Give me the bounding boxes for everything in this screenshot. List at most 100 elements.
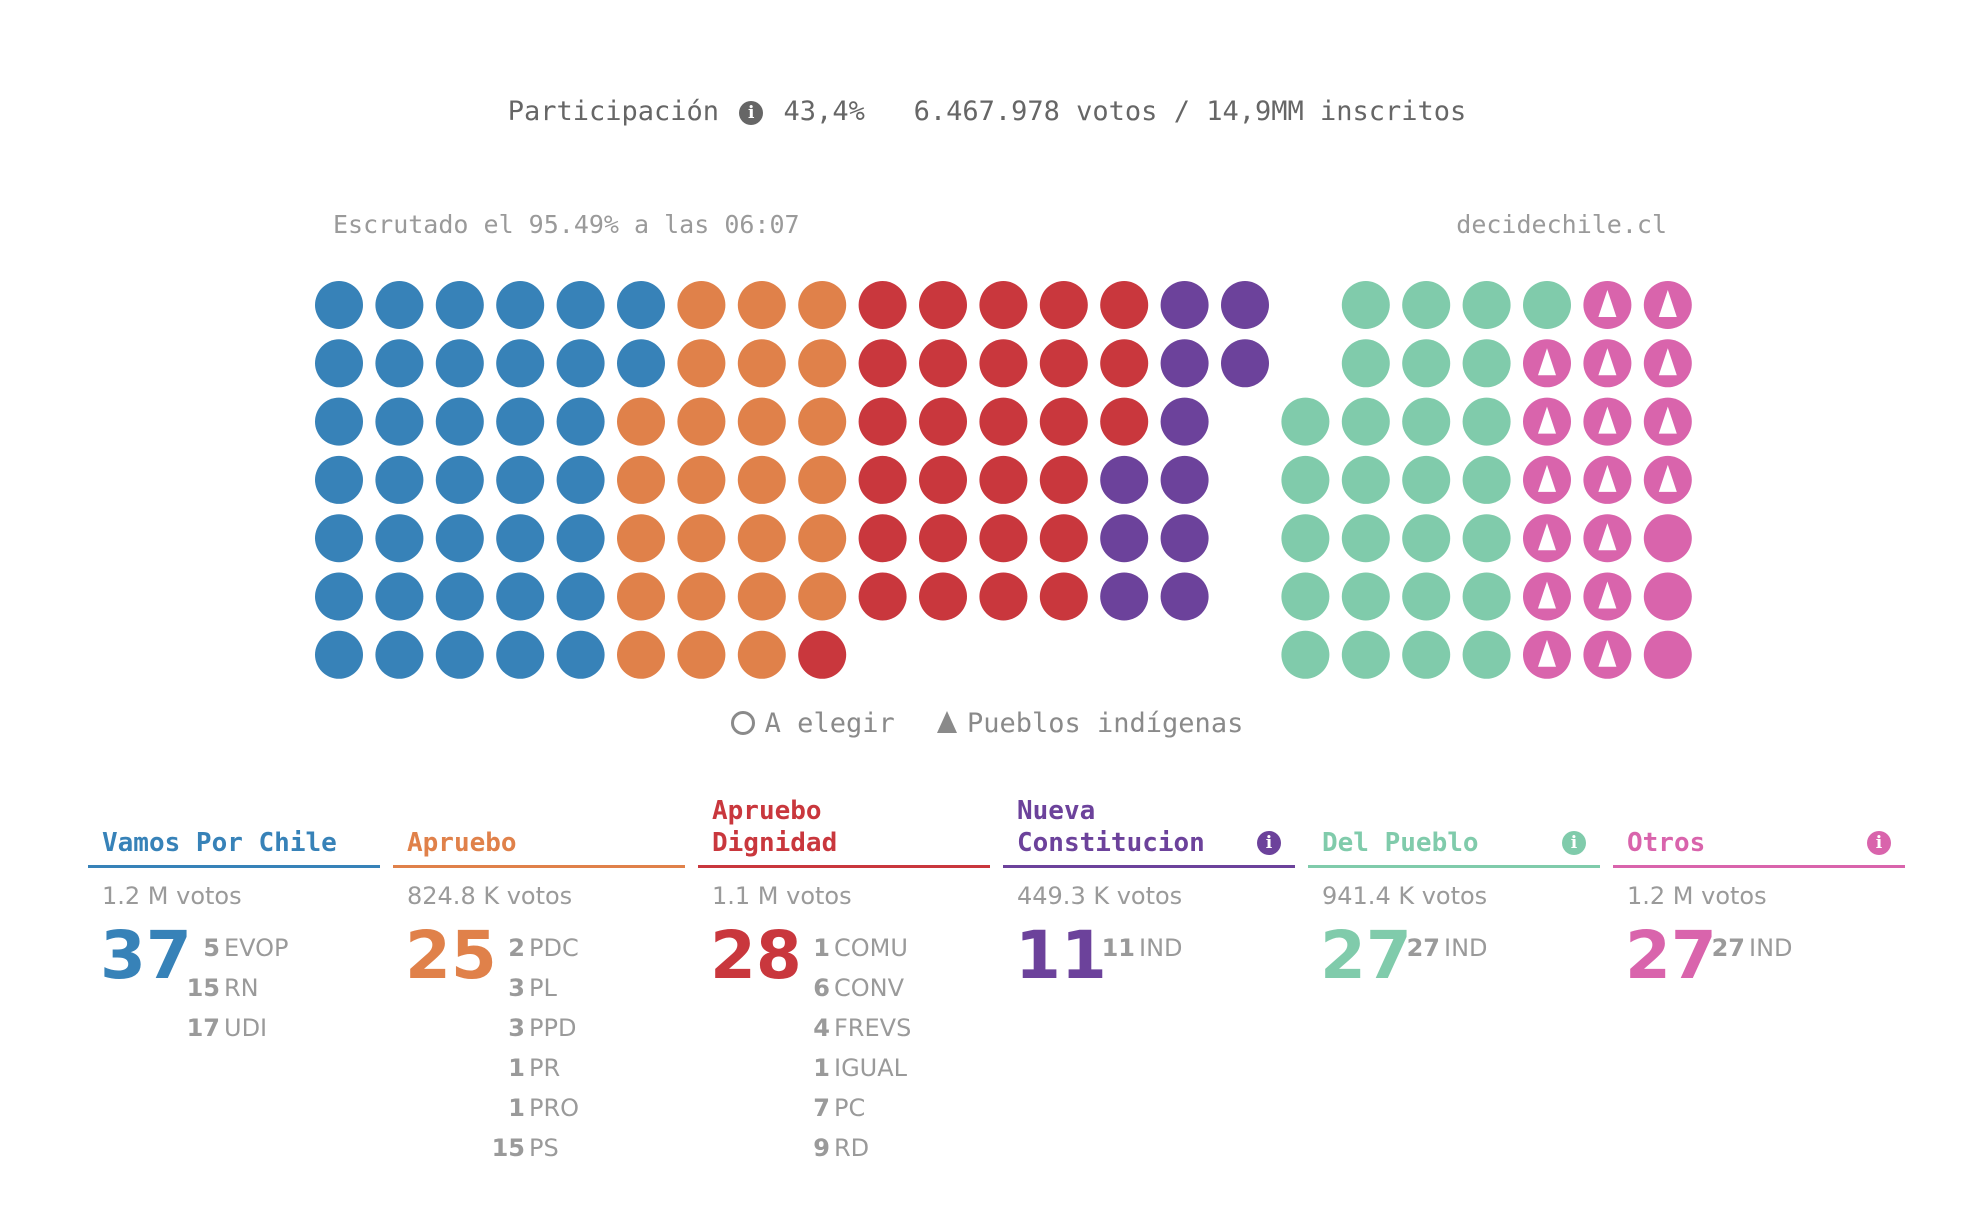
coalition-card-otros: Otros i 1.2 M votos 27 27 IND (1613, 800, 1905, 994)
seat-dot-apruebo (617, 455, 665, 504)
seat-dot-dignidad (919, 514, 967, 563)
coalition-seat-total: 27 (1625, 917, 1717, 994)
seat-dot-pueblo (1341, 339, 1390, 388)
party-seats: 17 (186, 1014, 220, 1042)
seat-dot-apruebo (737, 339, 786, 388)
seat-dot-dignidad (979, 339, 1028, 388)
party-name: PDC (529, 934, 579, 962)
party-row: 1 PR (485, 1048, 579, 1088)
seat-dot-dignidad (1039, 514, 1088, 563)
party-name: IND (1444, 934, 1488, 962)
seat-dot-dignidad (919, 339, 967, 388)
seat-dot-vamos (496, 339, 545, 388)
seat-dot-vamos (375, 630, 424, 679)
seat-dot-pueblo (1462, 397, 1511, 446)
seat-dot-apruebo (677, 572, 726, 621)
coalition-seat-total: 11 (1015, 917, 1107, 994)
seat-dot-dignidad (919, 572, 967, 621)
coalition-seat-total: 27 (1320, 917, 1412, 994)
party-seats: 1 (508, 1054, 525, 1082)
seat-dot-vamos (496, 572, 545, 621)
info-icon[interactable]: i (1257, 831, 1281, 855)
seat-dot-apruebo (677, 455, 726, 504)
coalition-header: Apruebo Dignidad (698, 796, 990, 868)
seat-dot-vamos (556, 572, 605, 621)
seat-dot-apruebo (617, 397, 665, 446)
seat-dot-dignidad (798, 630, 847, 679)
seat-dot-apruebo (798, 455, 847, 504)
seat-dot-nueva (1221, 339, 1269, 388)
seat-dot-dignidad (919, 281, 967, 329)
seat-dot-vamos (556, 397, 605, 446)
seat-dot-apruebo (737, 630, 786, 679)
seat-dot-apruebo (798, 397, 847, 446)
seat-dot-dignidad (919, 455, 967, 504)
seat-dot-vamos (556, 514, 605, 563)
seat-dot-dignidad (858, 281, 907, 329)
party-name: PC (834, 1094, 866, 1122)
coalition-name: Nueva Constitucion (1017, 796, 1205, 858)
chart-legend: A elegir Pueblos indígenas (0, 708, 1974, 739)
seat-dot-vamos (315, 397, 363, 446)
indigenous-seat-icon (1598, 523, 1617, 551)
party-name: IND (1139, 934, 1183, 962)
legend-to-elect: A elegir (764, 708, 895, 739)
indigenous-seat-icon (1598, 581, 1617, 609)
party-seats: 15 (491, 1134, 525, 1162)
party-name: IGUAL (834, 1054, 908, 1082)
indigenous-icon (936, 711, 957, 733)
party-seats: 11 (1101, 934, 1135, 962)
legend-indigenous: Pueblos indígenas (966, 708, 1244, 739)
participation-percent: 43,4% (783, 96, 865, 127)
seat-dot-vamos (556, 281, 605, 329)
party-seats: 1 (813, 1054, 830, 1082)
seat-dot-pueblo (1402, 339, 1451, 388)
seat-dot-dignidad (1100, 339, 1149, 388)
party-name: EVOP (224, 934, 289, 962)
seat-dot-dignidad (858, 339, 907, 388)
seat-dot-nueva (1160, 281, 1209, 329)
seat-dot-vamos (375, 281, 424, 329)
coalition-header: Vamos Por Chile (88, 800, 380, 868)
seat-dot-pueblo (1341, 455, 1390, 504)
party-name: PPD (529, 1014, 577, 1042)
seat-dot-pueblo (1462, 281, 1511, 329)
seat-dot-dignidad (1039, 455, 1088, 504)
coalition-name: Del Pueblo (1322, 828, 1479, 858)
party-seats: 4 (813, 1014, 830, 1042)
coalition-seat-total: 25 (405, 917, 497, 994)
party-breakdown: 27 IND (1705, 928, 1793, 968)
participation-summary: Participación i 43,4% 6.467.978 votos / … (0, 96, 1974, 127)
seat-dot-pueblo (1341, 572, 1390, 621)
source-link[interactable]: decidechile.cl (1456, 210, 1667, 239)
seat-dot-pueblo (1281, 455, 1330, 504)
scrutiny-status: Escrutado el 95.49% a las 06:07 (333, 210, 800, 239)
indigenous-seat-icon (1538, 406, 1556, 434)
party-name: PS (529, 1134, 559, 1162)
seat-dot-pueblo (1402, 397, 1451, 446)
seat-dot-apruebo (798, 339, 847, 388)
seat-dot-dignidad (858, 572, 907, 621)
seat-dot-apruebo (798, 572, 847, 621)
info-icon[interactable]: i (739, 101, 764, 125)
info-icon[interactable]: i (1867, 831, 1891, 855)
info-icon[interactable]: i (1562, 831, 1586, 855)
seat-dot-vamos (375, 514, 424, 563)
party-row: 3 PPD (485, 1008, 579, 1048)
seat-dot-otros (1643, 630, 1692, 679)
seat-dot-vamos (315, 339, 363, 388)
seat-dot-pueblo (1462, 572, 1511, 621)
seat-dot-pueblo (1402, 572, 1451, 621)
coalition-header: Nueva Constitucion i (1003, 796, 1295, 868)
seat-dot-vamos (556, 339, 605, 388)
coalition-votes: 449.3 K votos (1017, 882, 1183, 910)
party-row: 3 PL (485, 968, 579, 1008)
seat-dot-nueva (1221, 281, 1269, 329)
seat-dot-nueva (1160, 455, 1209, 504)
seat-dot-pueblo (1341, 514, 1390, 563)
coalition-name: Otros (1627, 828, 1706, 858)
seat-dot-vamos (375, 339, 424, 388)
party-name: FREVS (834, 1014, 912, 1042)
coalition-card-pueblo: Del Pueblo i 941.4 K votos 27 27 IND (1308, 800, 1600, 994)
party-row: 1 IGUAL (790, 1048, 911, 1088)
